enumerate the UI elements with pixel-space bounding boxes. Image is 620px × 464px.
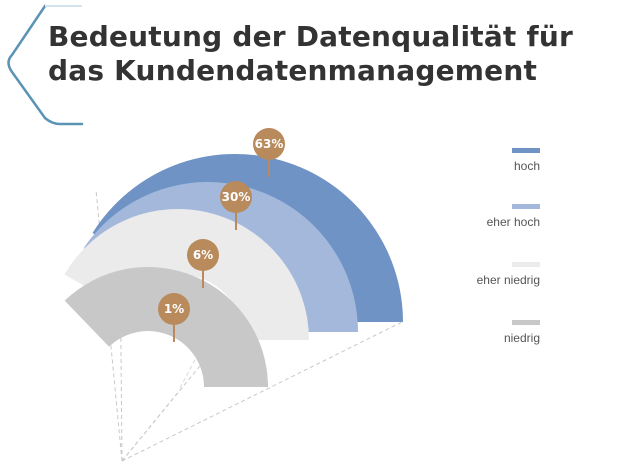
chart-pins: 63% 30% 6% 1% [158, 128, 285, 342]
pin-hoch: 63% [253, 128, 285, 177]
legend-swatch [512, 204, 540, 209]
pin-eher-hoch: 30% [220, 181, 252, 230]
pin-circle [253, 128, 285, 160]
pin-circle [187, 239, 219, 271]
legend-item-eher-hoch: eher hoch [450, 204, 540, 229]
legend-item-hoch: hoch [450, 148, 540, 173]
legend-swatch [512, 262, 540, 267]
pin-niedrig: 1% [158, 293, 190, 342]
legend-label: niedrig [503, 331, 540, 345]
legend-item-niedrig: niedrig [450, 320, 540, 345]
data-label-hoch: 63% [255, 137, 284, 151]
legend-label: eher hoch [486, 215, 540, 229]
page-title: Bedeutung der Datenqualität für das Kund… [48, 20, 573, 88]
legend-swatch [512, 320, 540, 325]
corner-bracket-line [7, 4, 84, 126]
sector-niedrig [64, 267, 269, 387]
legend-swatch [512, 148, 540, 153]
guide-line [121, 320, 405, 462]
legend-label: eher niedrig [476, 273, 540, 287]
title-line-2: das Kundendatenmanagement [48, 54, 538, 87]
data-label-niedrig: 1% [164, 302, 184, 316]
data-label-eher-hoch: 30% [222, 190, 251, 204]
chart-sectors [64, 153, 403, 387]
decorative-corner-bracket [7, 4, 84, 126]
pin-eher-niedrig: 6% [187, 239, 219, 288]
pin-circle [158, 293, 190, 325]
legend-item-eher-niedrig: eher niedrig [450, 262, 540, 287]
pin-circle [220, 181, 252, 213]
data-label-eher-niedrig: 6% [193, 248, 213, 262]
title-line-1: Bedeutung der Datenqualität für [48, 20, 573, 53]
legend-label: hoch [513, 159, 540, 173]
